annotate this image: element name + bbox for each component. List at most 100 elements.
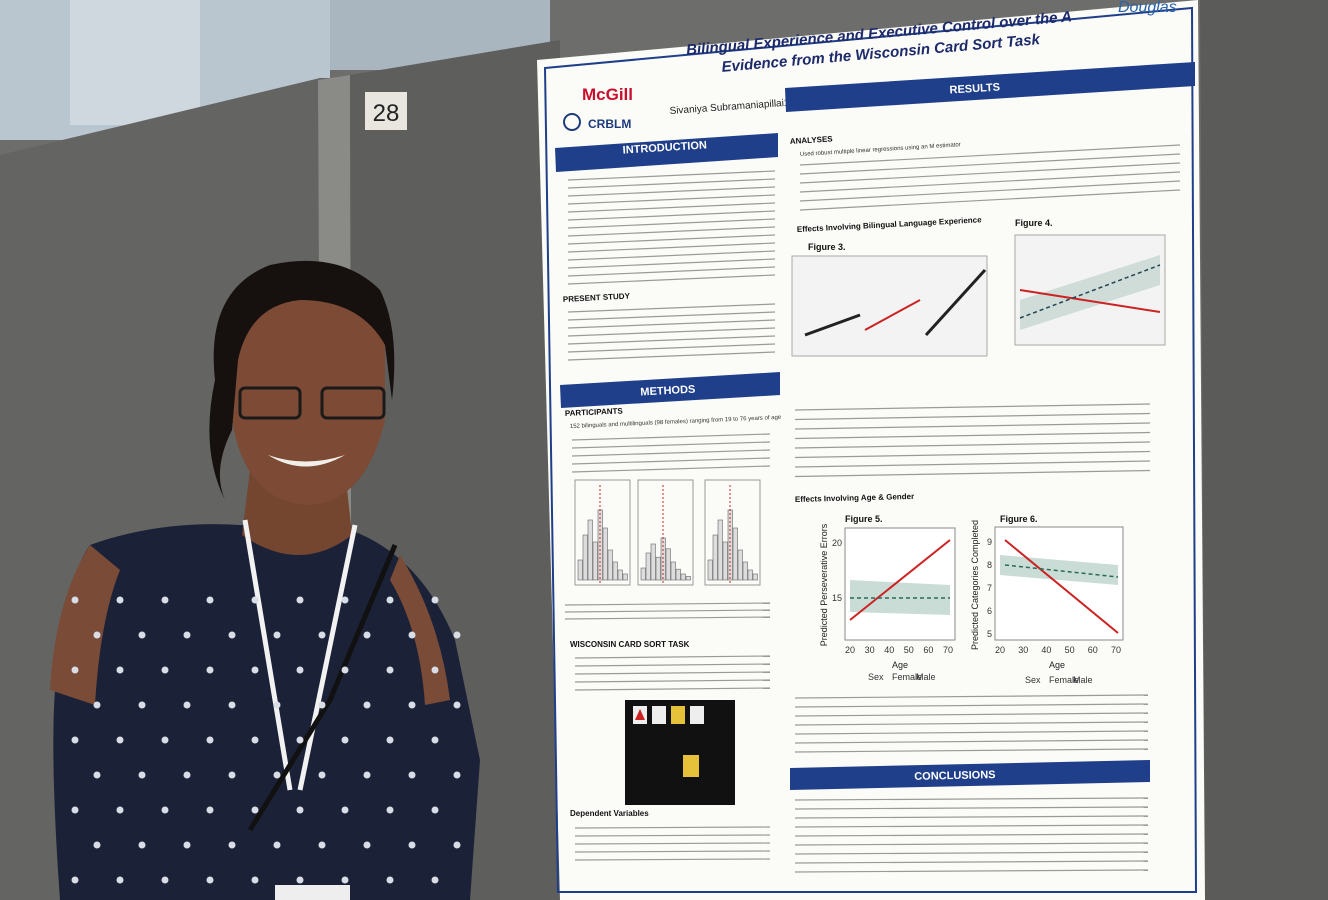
- booth-number: 28: [373, 100, 400, 127]
- dress-pattern: [386, 806, 394, 814]
- dress-pattern: [341, 806, 349, 814]
- dress-pattern: [431, 596, 439, 604]
- dress-pattern: [206, 876, 214, 884]
- dress-pattern: [183, 841, 191, 849]
- section-title: METHODS: [640, 384, 696, 399]
- section-banner: [785, 62, 1195, 112]
- hist-bar: [612, 561, 618, 581]
- text-line: [574, 671, 771, 675]
- text-line: [574, 655, 771, 659]
- text-line: [799, 189, 1181, 211]
- dress-pattern: [386, 596, 394, 604]
- dress-pattern: [251, 876, 259, 884]
- hist-bar: [617, 569, 623, 581]
- hist-bar: [670, 561, 676, 581]
- dress-pattern: [431, 736, 439, 744]
- smile: [268, 455, 345, 467]
- dress-pattern: [161, 596, 169, 604]
- text-line: [567, 186, 776, 197]
- text-line: [574, 663, 771, 667]
- text-line: [567, 335, 776, 345]
- dress-pattern: [206, 596, 214, 604]
- text-line: [574, 850, 771, 853]
- plot-line: [864, 299, 921, 331]
- dress-pattern: [453, 701, 461, 709]
- glasses: [238, 386, 302, 420]
- x-tick-label: 70: [1111, 645, 1121, 655]
- dress-pattern: [408, 841, 416, 849]
- dress-pattern: [116, 876, 124, 884]
- x-tick-label: 40: [1041, 645, 1051, 655]
- text-line: [794, 431, 1151, 440]
- dress-pattern: [228, 701, 236, 709]
- dress-pattern: [206, 806, 214, 814]
- text-line: [567, 274, 776, 285]
- card: [683, 755, 699, 777]
- hist-bar: [712, 534, 718, 581]
- section-banner: [790, 760, 1150, 790]
- text-line: [574, 834, 771, 837]
- plot-line: [1019, 264, 1161, 319]
- axis-label: Predicted Perseverative Errors: [819, 523, 829, 646]
- text-line: [564, 609, 771, 613]
- dress-pattern: [161, 806, 169, 814]
- x-tick-label: 30: [1018, 645, 1028, 655]
- figure-label: Figure 6.: [1000, 514, 1038, 524]
- x-tick-label: 50: [1065, 645, 1075, 655]
- y-tick-label: 9: [987, 537, 992, 547]
- hist-bar: [742, 561, 748, 581]
- text-line: [567, 234, 776, 245]
- plot-line: [1004, 539, 1119, 634]
- card: [671, 706, 685, 724]
- figure-label: Figure 5.: [845, 514, 883, 524]
- dress-pattern: [273, 701, 281, 709]
- dress-pattern: [386, 666, 394, 674]
- dress-pattern: [228, 771, 236, 779]
- hist-bar: [587, 519, 593, 581]
- legend-label: Male: [916, 672, 936, 682]
- dress-pattern: [296, 596, 304, 604]
- dress-pattern: [138, 771, 146, 779]
- subheading: Effects Involving Age & Gender: [795, 492, 914, 504]
- card: [652, 706, 666, 724]
- confidence-band: [1000, 555, 1118, 585]
- dress-pattern: [161, 666, 169, 674]
- dress-pattern: [363, 771, 371, 779]
- text-line: [567, 226, 776, 237]
- x-tick-label: 60: [1088, 645, 1098, 655]
- dress-pattern: [273, 631, 281, 639]
- poster: [537, 0, 1205, 900]
- dress-pattern: [138, 631, 146, 639]
- text-line: [799, 180, 1181, 202]
- section-title: INTRODUCTION: [622, 139, 707, 156]
- legend-label: Male: [1073, 675, 1093, 685]
- dress-pattern: [161, 876, 169, 884]
- text-line: [567, 319, 776, 329]
- subheading: ANALYSES: [790, 134, 834, 146]
- x-tick-label: 20: [995, 645, 1005, 655]
- hist-bar: [675, 568, 681, 581]
- dress-pattern: [453, 771, 461, 779]
- y-tick-label: 15: [832, 593, 842, 603]
- hist-bar: [592, 541, 598, 581]
- booth-sign: [365, 92, 407, 130]
- hist-bar: [622, 573, 628, 581]
- dress-pattern: [93, 771, 101, 779]
- text-line: [794, 851, 1149, 855]
- subheading: WISCONSIN CARD SORT TASK: [570, 640, 690, 649]
- hist-bar: [732, 527, 738, 581]
- dress-pattern: [296, 876, 304, 884]
- text-line: [567, 250, 776, 261]
- dress: [53, 524, 480, 900]
- dress-pattern: [93, 631, 101, 639]
- hist-bar: [607, 549, 613, 581]
- text-line: [567, 210, 776, 221]
- text-line: [799, 153, 1181, 175]
- dress-pattern: [183, 631, 191, 639]
- text-line: [571, 433, 771, 441]
- dress-pattern: [228, 631, 236, 639]
- hist-bar: [737, 549, 743, 581]
- dress-pattern: [71, 596, 79, 604]
- text-line: [794, 422, 1151, 430]
- text-line: [794, 824, 1149, 828]
